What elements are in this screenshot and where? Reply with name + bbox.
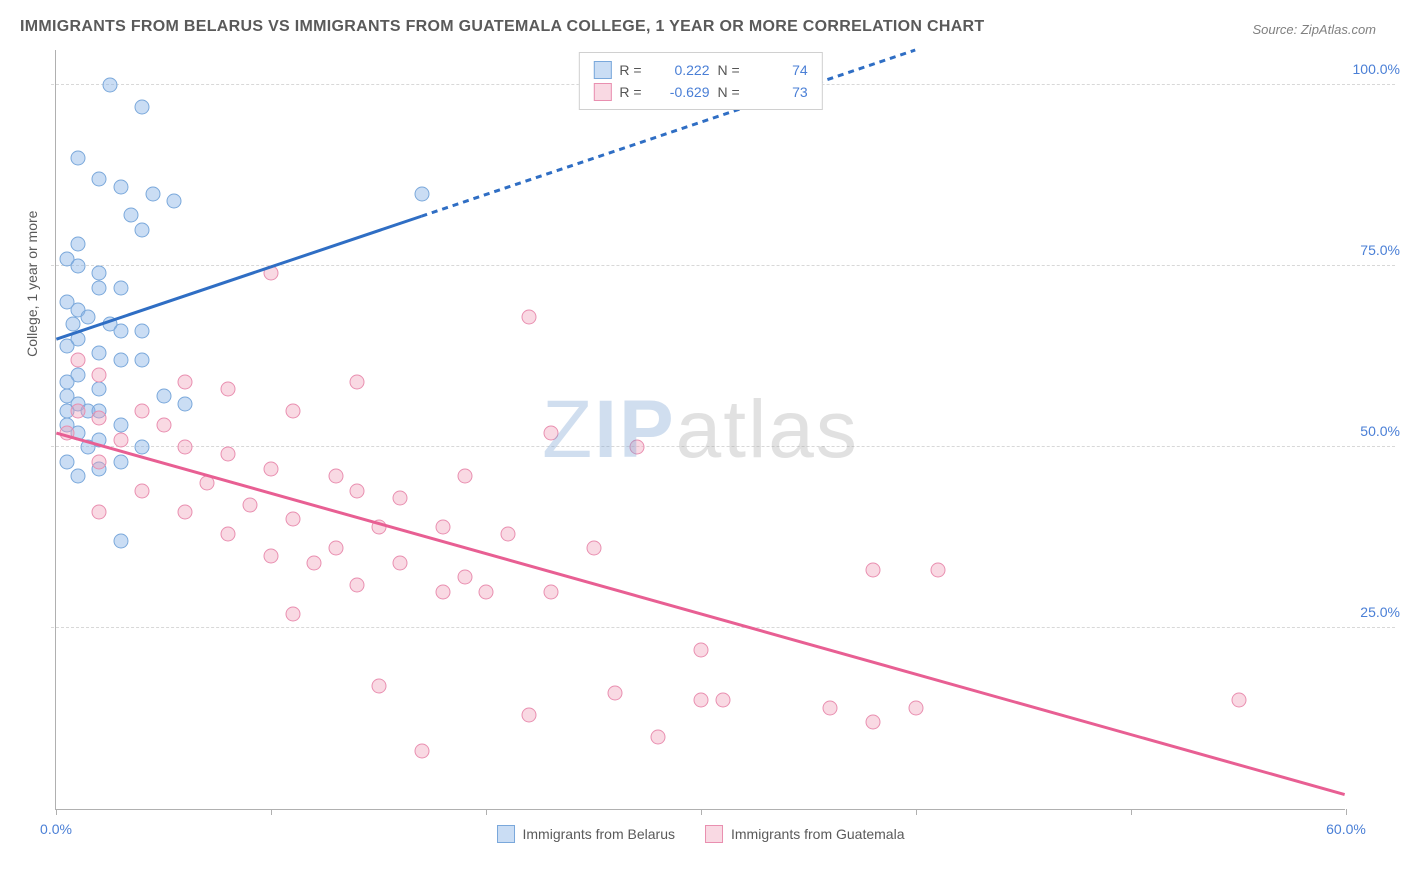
xtick (701, 809, 702, 815)
xtick (1131, 809, 1132, 815)
legend-swatch-belarus (497, 825, 515, 843)
n-value-guatemala: 73 (748, 84, 808, 100)
legend-swatch-guatemala (593, 83, 611, 101)
n-label: N = (718, 84, 740, 100)
chart-title: IMMIGRANTS FROM BELARUS VS IMMIGRANTS FR… (20, 18, 984, 36)
legend-label-belarus: Immigrants from Belarus (523, 826, 675, 842)
plot-area: ZIPatlas R = 0.222 N = 74 R = -0.629 N =… (55, 50, 1345, 810)
xtick-label: 0.0% (40, 821, 72, 837)
xtick (486, 809, 487, 815)
ytick-label: 50.0% (1360, 423, 1400, 439)
legend-item-belarus: Immigrants from Belarus (497, 825, 675, 843)
r-label: R = (619, 62, 641, 78)
source-attribution: Source: ZipAtlas.com (1252, 22, 1376, 37)
legend-swatch-belarus (593, 61, 611, 79)
trend-lines (56, 50, 1345, 809)
legend-swatch-guatemala (705, 825, 723, 843)
n-value-belarus: 74 (748, 62, 808, 78)
legend-row-guatemala: R = -0.629 N = 73 (593, 81, 807, 103)
series-legend: Immigrants from Belarus Immigrants from … (497, 825, 905, 843)
ytick-label: 25.0% (1360, 604, 1400, 620)
ytick-label: 100.0% (1353, 61, 1400, 77)
ytick-label: 75.0% (1360, 242, 1400, 258)
r-label: R = (619, 84, 641, 100)
correlation-legend: R = 0.222 N = 74 R = -0.629 N = 73 (578, 52, 822, 110)
r-value-guatemala: -0.629 (650, 84, 710, 100)
xtick-label: 60.0% (1326, 821, 1366, 837)
legend-item-guatemala: Immigrants from Guatemala (705, 825, 905, 843)
xtick (916, 809, 917, 815)
r-value-belarus: 0.222 (650, 62, 710, 78)
xtick (56, 809, 57, 815)
n-label: N = (718, 62, 740, 78)
legend-row-belarus: R = 0.222 N = 74 (593, 59, 807, 81)
xtick (271, 809, 272, 815)
y-axis-label: College, 1 year or more (24, 211, 40, 357)
xtick (1346, 809, 1347, 815)
legend-label-guatemala: Immigrants from Guatemala (731, 826, 905, 842)
